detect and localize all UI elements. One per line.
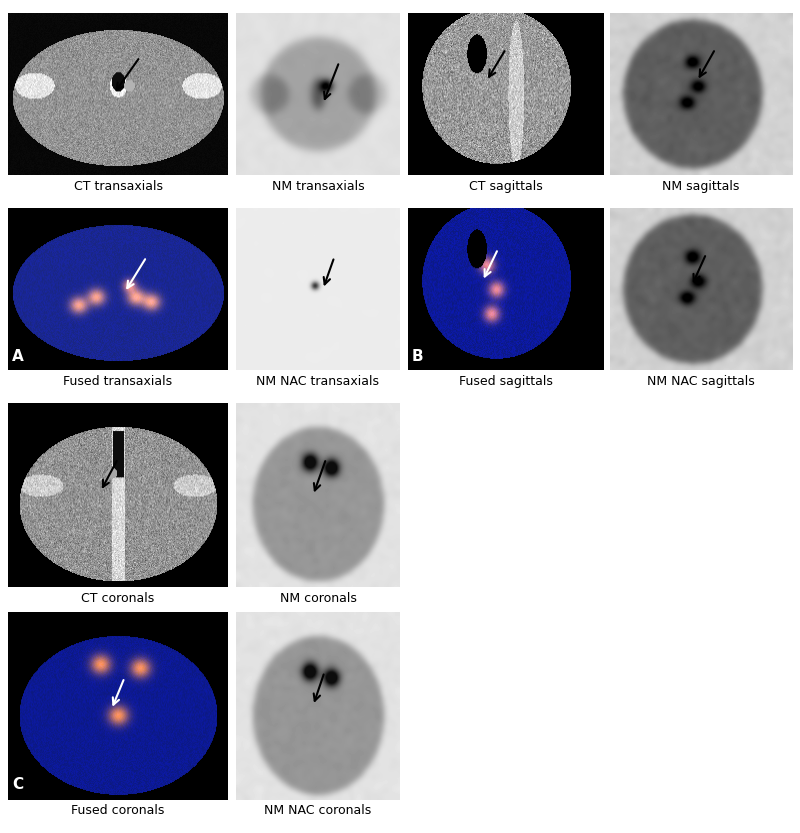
Text: Fused coronals: Fused coronals (71, 805, 165, 817)
Text: Fused sagittals: Fused sagittals (459, 375, 553, 387)
Text: A: A (13, 349, 24, 364)
Text: NM sagittals: NM sagittals (662, 180, 739, 192)
Text: B: B (412, 349, 423, 364)
Text: NM transaxials: NM transaxials (272, 180, 364, 192)
Text: CT coronals: CT coronals (82, 591, 154, 605)
Text: Fused transaxials: Fused transaxials (63, 375, 173, 387)
Text: C: C (13, 777, 23, 792)
Text: CT transaxials: CT transaxials (74, 180, 162, 192)
Text: NM NAC coronals: NM NAC coronals (264, 805, 372, 817)
Text: NM coronals: NM coronals (279, 591, 357, 605)
Text: NM NAC sagittals: NM NAC sagittals (647, 375, 754, 387)
Text: CT sagittals: CT sagittals (469, 180, 543, 192)
Text: NM NAC transaxials: NM NAC transaxials (257, 375, 379, 387)
